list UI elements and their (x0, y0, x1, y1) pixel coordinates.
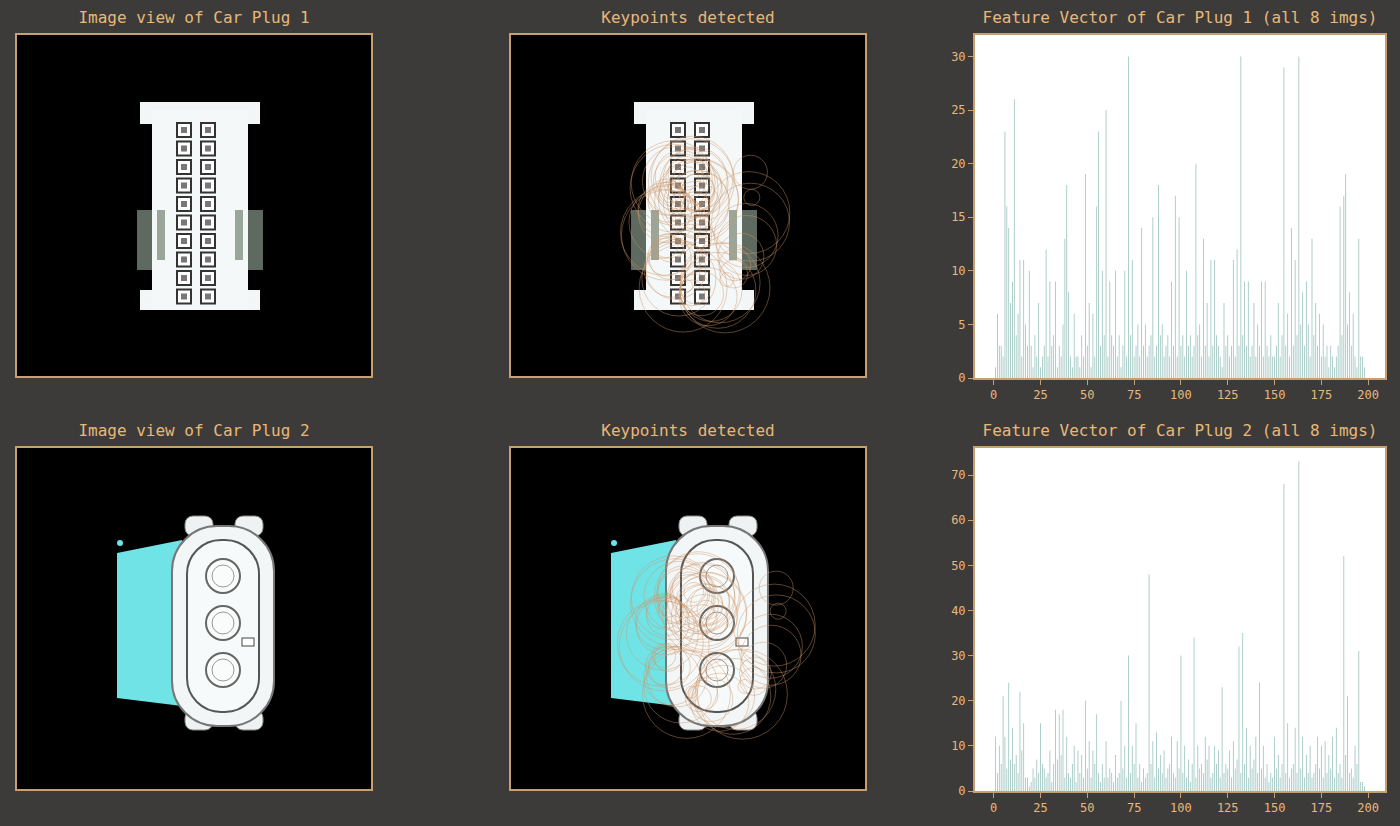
svg-text:0: 0 (990, 388, 997, 402)
svg-text:10: 10 (951, 739, 965, 753)
svg-text:40: 40 (951, 604, 965, 618)
svg-text:30: 30 (951, 649, 965, 663)
svg-text:0: 0 (958, 371, 965, 385)
html-text:Image view of Car Plug 1: Image view of Car Plug 1 (78, 8, 310, 27)
html-text:Feature Vector of Car Plug 2 (: Feature Vector of Car Plug 2 (all 8 imgs… (982, 421, 1378, 440)
svg-text:100: 100 (1170, 388, 1192, 402)
svg-text:20: 20 (951, 157, 965, 171)
html-text:Image view of Car Plug 2: Image view of Car Plug 2 (78, 421, 310, 440)
svg-text:5: 5 (958, 318, 965, 332)
svg-text:30: 30 (951, 50, 965, 64)
svg-text:75: 75 (1127, 388, 1141, 402)
html-text:Keypoints detected: Keypoints detected (601, 421, 775, 440)
svg-text:20: 20 (951, 694, 965, 708)
svg-text:150: 150 (1264, 801, 1286, 815)
html-text:Feature Vector of Car Plug 1 (: Feature Vector of Car Plug 1 (all 8 imgs… (982, 8, 1378, 27)
svg-text:60: 60 (951, 513, 965, 527)
svg-text:125: 125 (1217, 388, 1239, 402)
svg-text:175: 175 (1311, 801, 1333, 815)
svg-text:200: 200 (1357, 801, 1379, 815)
svg-text:0: 0 (958, 784, 965, 798)
svg-text:50: 50 (951, 559, 965, 573)
svg-text:200: 200 (1357, 388, 1379, 402)
svg-text:70: 70 (951, 468, 965, 482)
svg-text:10: 10 (951, 264, 965, 278)
svg-text:75: 75 (1127, 801, 1141, 815)
svg-text:50: 50 (1080, 388, 1094, 402)
svg-text:0: 0 (990, 801, 997, 815)
svg-text:25: 25 (1033, 388, 1047, 402)
svg-text:150: 150 (1264, 388, 1286, 402)
html-text:Keypoints detected: Keypoints detected (601, 8, 775, 27)
svg-text:175: 175 (1311, 388, 1333, 402)
svg-text:25: 25 (1033, 801, 1047, 815)
svg-text:125: 125 (1217, 801, 1239, 815)
svg-text:50: 50 (1080, 801, 1094, 815)
svg-text:15: 15 (951, 210, 965, 224)
svg-text:100: 100 (1170, 801, 1192, 815)
svg-text:25: 25 (951, 103, 965, 117)
